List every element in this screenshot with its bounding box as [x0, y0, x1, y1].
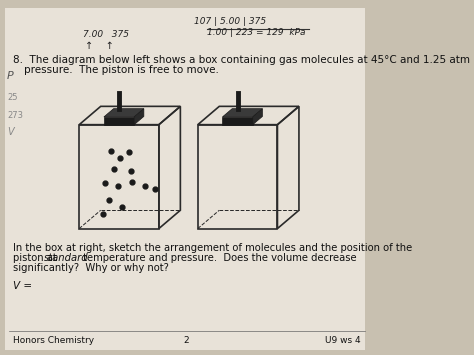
- Text: temperature and pressure.  Does the volume decrease: temperature and pressure. Does the volum…: [80, 252, 356, 263]
- Polygon shape: [253, 109, 263, 125]
- Polygon shape: [222, 109, 263, 117]
- Text: In the box at right, sketch the arrangement of molecules and the position of the: In the box at right, sketch the arrangem…: [12, 243, 412, 253]
- Text: 2: 2: [184, 336, 190, 345]
- Text: 7.00   375: 7.00 375: [83, 29, 129, 39]
- FancyBboxPatch shape: [5, 9, 365, 350]
- Text: P: P: [7, 71, 14, 81]
- Text: significantly?  Why or why not?: significantly? Why or why not?: [12, 263, 168, 273]
- Polygon shape: [222, 117, 253, 125]
- Text: Honors Chemistry: Honors Chemistry: [12, 336, 94, 345]
- Text: 8.  The diagram below left shows a box containing gas molecules at 45°C and 1.25: 8. The diagram below left shows a box co…: [12, 55, 470, 65]
- Text: 25: 25: [7, 93, 18, 102]
- Text: piston at: piston at: [12, 252, 59, 263]
- Text: standard: standard: [44, 252, 89, 263]
- Polygon shape: [104, 117, 134, 125]
- Polygon shape: [134, 109, 144, 125]
- Polygon shape: [104, 109, 144, 117]
- Text: V =: V =: [12, 282, 32, 291]
- Text: ↑    ↑: ↑ ↑: [85, 41, 113, 51]
- Text: 107 | 5.00 | 375: 107 | 5.00 | 375: [194, 17, 266, 26]
- Text: 1.00 | 223 = 129  kPa: 1.00 | 223 = 129 kPa: [207, 28, 306, 37]
- Text: V: V: [7, 127, 14, 137]
- Text: U9 ws 4: U9 ws 4: [325, 336, 361, 345]
- Text: 273: 273: [7, 111, 23, 120]
- Text: pressure.  The piston is free to move.: pressure. The piston is free to move.: [24, 65, 219, 76]
